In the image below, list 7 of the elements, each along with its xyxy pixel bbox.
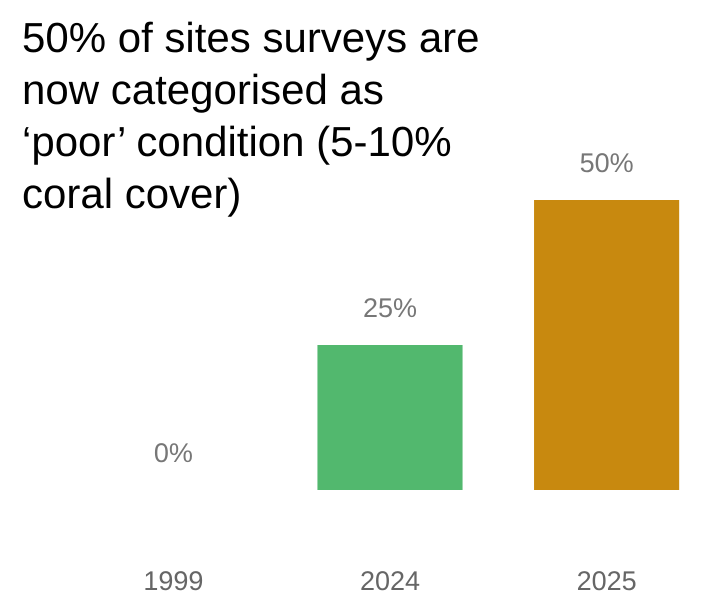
x-tick-label: 2025 [576, 566, 637, 596]
chart-title: 50% of sites surveys are now categorised as ‘poor’ condition (5-10% coral cover) [22, 14, 480, 217]
data-label: 25% [362, 293, 418, 323]
data-label: 50% [580, 148, 634, 178]
x-tick-label: 2024 [360, 566, 420, 596]
data-label: 0% [154, 438, 193, 468]
x-tick-label: 1999 [143, 566, 204, 596]
